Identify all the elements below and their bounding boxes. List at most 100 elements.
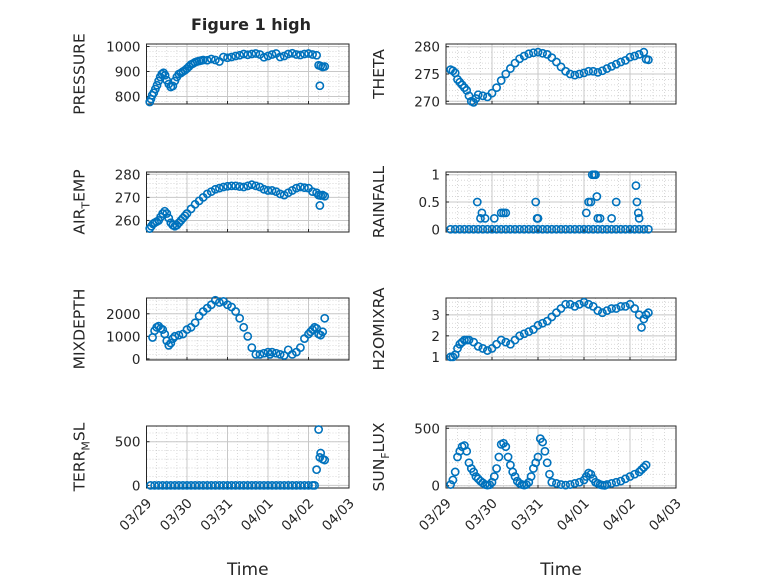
air_temp-plot: 260 270 280 AIRTEMP — [71, 167, 350, 235]
mixdepth-data-point — [231, 307, 240, 316]
h2omixra-data-point — [570, 302, 580, 311]
rainfall-data-point — [639, 224, 649, 234]
rainfall-data-point — [631, 181, 641, 191]
terr_msl-data-point — [219, 480, 228, 490]
theta-data-point — [607, 61, 616, 71]
h2omixra-data-point — [637, 323, 646, 332]
sun_flux-data-point — [586, 469, 596, 479]
terr_msl-data-point — [312, 465, 321, 475]
pressure-data-point — [235, 50, 245, 60]
h2omixra-data-point — [524, 327, 534, 337]
air_temp-data-point — [158, 209, 168, 218]
terr_msl-data-point — [198, 480, 208, 490]
rainfall-data-point — [469, 224, 478, 234]
sun_flux-data-point — [575, 477, 584, 487]
mixdepth-data-point — [239, 322, 249, 332]
theta-data-point — [473, 90, 483, 100]
mixdepth-data-point — [190, 318, 200, 328]
figure-title: Figure 1 high — [191, 15, 311, 34]
mixdepth-data-point — [263, 347, 273, 357]
pressure-data-point — [263, 51, 273, 61]
air_temp-data-point — [300, 183, 309, 193]
terr_msl-data-point — [174, 480, 184, 490]
air_temp-axes-box — [146, 171, 350, 233]
sun_flux-x-axis-label: Time — [539, 560, 582, 580]
sun_flux-data-point — [462, 446, 472, 456]
pressure-data-point — [223, 53, 232, 63]
air_temp-y-axis-label: AIRTEMP — [71, 169, 93, 234]
theta-y-tick-label: 275 — [414, 67, 440, 83]
h2omixra-data-point — [598, 308, 607, 318]
pressure-axes-box — [146, 43, 350, 105]
rainfall-data-point — [501, 208, 511, 218]
rainfall-data-point — [588, 224, 598, 234]
terr_msl-data-point — [158, 480, 168, 490]
pressure-data-point — [198, 55, 208, 65]
theta-y-axis-label-main: THETA — [370, 49, 388, 100]
pressure-data-point — [227, 52, 236, 62]
sun_flux-data-point — [634, 467, 644, 477]
rainfall-data-point — [570, 224, 580, 234]
terr_msl-data-point — [279, 480, 289, 490]
mixdepth-data-point — [308, 325, 317, 334]
theta-data-point — [533, 47, 543, 57]
h2omixra-data-point — [464, 335, 474, 345]
mixdepth-data-point — [247, 343, 257, 352]
mixdepth-data-point — [279, 351, 289, 360]
terr_msl-data-point — [291, 480, 301, 490]
terr_msl-data-point — [243, 480, 253, 490]
pressure-data-point — [312, 50, 321, 60]
theta-data-point — [556, 62, 566, 72]
air_temp-data-point — [223, 181, 232, 191]
rainfall-data-point — [595, 213, 605, 223]
terr_msl-data-point — [206, 480, 216, 490]
terr_msl-data-point — [194, 480, 204, 490]
pressure-data-point — [300, 49, 309, 59]
pressure-data-point — [243, 50, 253, 60]
rainfall-y-tick-label: 0.5 — [419, 195, 440, 211]
theta-data-point — [565, 69, 575, 79]
pressure-data-point — [219, 52, 228, 62]
sun_flux-data-point — [630, 469, 639, 479]
mixdepth-data-point — [170, 331, 180, 341]
pressure-data-point — [231, 51, 240, 61]
mixdepth-y-axis-label-main: MIXDEPTH — [71, 289, 89, 370]
h2omixra-y-tick-label: 3 — [431, 308, 440, 324]
h2omixra-data-point — [644, 308, 653, 318]
rainfall-y-tick-label: 0 — [431, 222, 440, 238]
sun_flux-data-point — [510, 472, 520, 481]
h2omixra-y-axis-label-main: H2OMIXRA — [370, 287, 388, 370]
mixdepth-data-point — [320, 313, 330, 323]
h2omixra-data-point — [473, 341, 483, 351]
theta-data-point — [588, 66, 598, 76]
rainfall-data-point — [633, 208, 643, 218]
sun_flux-data-point — [611, 477, 621, 487]
terr_msl-data-point — [275, 480, 285, 490]
h2omixra-data-point — [478, 344, 488, 353]
sun_flux-data-point — [540, 446, 550, 456]
theta-data-point — [519, 51, 529, 61]
terr_msl-data-point — [150, 480, 159, 490]
terr_msl-y-axis-label-tail: SL — [71, 422, 89, 441]
h2omixra-data-point — [630, 304, 639, 313]
h2omixra-data-point — [575, 299, 584, 309]
theta-data-point — [584, 66, 593, 76]
h2omixra-data-point — [515, 331, 524, 341]
rainfall-data-point — [487, 224, 497, 234]
mixdepth-axes-box — [146, 297, 350, 361]
h2omixra-data-point — [501, 337, 511, 347]
pressure-y-tick-label: 900 — [115, 65, 141, 81]
h2omixra-data-point — [533, 320, 543, 330]
theta-data-point — [570, 70, 580, 80]
pressure-data-point — [320, 62, 330, 71]
sun_flux-data-point — [641, 460, 651, 470]
pressure-y-axis-label: PRESSURE — [71, 33, 89, 115]
h2omixra-data-point — [538, 318, 547, 328]
air_temp-y-tick-label: 260 — [115, 213, 141, 229]
mixdepth-data-point — [251, 349, 261, 359]
terr_msl-data-point — [202, 480, 212, 490]
pressure-data-point — [154, 76, 164, 86]
mixdepth-plot: 0 1000 2000 MIXDEPTH — [71, 289, 350, 370]
rainfall-data-point — [634, 213, 644, 223]
sun_flux-data-point — [485, 480, 495, 490]
